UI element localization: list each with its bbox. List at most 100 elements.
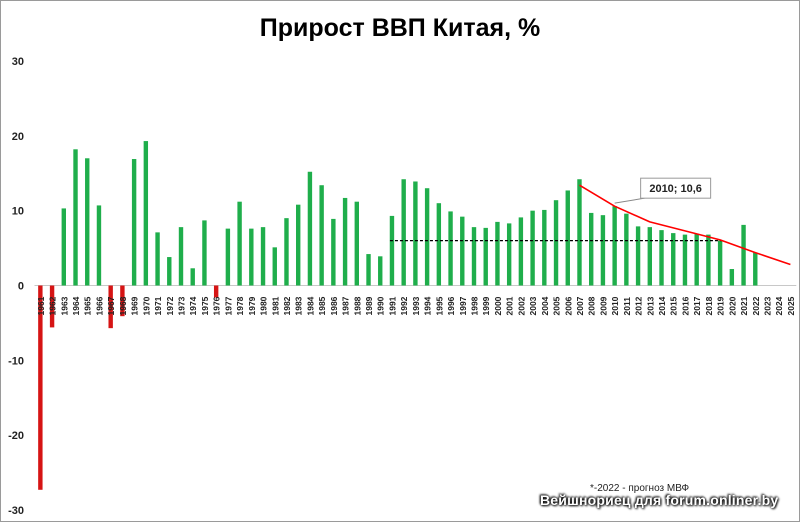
y-tick-label: -20 xyxy=(8,430,24,442)
x-tick-label: 2017 xyxy=(692,296,702,315)
x-tick-label: 1981 xyxy=(270,296,280,315)
y-tick-label: -10 xyxy=(8,355,24,367)
x-tick-label: 2012 xyxy=(634,296,644,315)
bar-positive xyxy=(436,203,442,286)
x-tick-label: 1986 xyxy=(329,296,339,315)
bar-positive xyxy=(307,171,313,286)
x-tick-label: 1983 xyxy=(294,296,304,315)
x-tick-label: 1992 xyxy=(399,296,409,315)
x-tick-label: 2014 xyxy=(657,296,667,315)
x-tick-label: 1989 xyxy=(364,296,374,315)
bar-positive xyxy=(178,227,184,286)
bar-positive xyxy=(589,212,594,286)
bar-positive xyxy=(202,220,207,286)
x-tick-label: 1963 xyxy=(59,296,69,315)
x-tick-label: 1967 xyxy=(106,296,116,315)
bar-positive xyxy=(73,149,78,286)
x-tick-label: 1994 xyxy=(423,296,433,315)
x-tick-label: 2006 xyxy=(563,296,573,315)
annotation-label: 2010; 10,6 xyxy=(649,183,702,195)
bar-positive xyxy=(612,206,617,286)
x-tick-label: 1974 xyxy=(188,296,198,315)
bar-positive xyxy=(331,218,336,286)
bar-positive xyxy=(413,181,418,286)
bar-positive xyxy=(647,227,652,286)
x-tick-label: 1985 xyxy=(317,296,327,315)
bar-positive xyxy=(131,159,137,286)
x-tick-label: 2013 xyxy=(645,296,655,315)
x-tick-label: 1964 xyxy=(71,296,81,315)
bar-negative xyxy=(213,285,219,298)
bar-positive xyxy=(155,232,160,286)
bar-positive xyxy=(717,240,723,286)
x-tick-label: 1998 xyxy=(470,296,480,315)
bar-positive xyxy=(96,205,102,286)
y-tick-label: -30 xyxy=(8,505,24,517)
x-tick-label: 1995 xyxy=(434,296,444,315)
bar-positive xyxy=(448,211,453,286)
bar-positive xyxy=(600,215,606,286)
trend-line xyxy=(579,184,791,266)
bar-positive xyxy=(659,230,664,286)
x-tick-label: 1961 xyxy=(36,296,46,315)
x-tick-label: 1969 xyxy=(130,296,140,315)
x-tick-label: 2008 xyxy=(587,296,597,315)
bar-positive xyxy=(249,228,254,286)
x-tick-label: 1997 xyxy=(458,296,468,315)
bar-positive xyxy=(671,233,676,286)
bar-positive xyxy=(624,213,629,286)
x-tick-label: 2018 xyxy=(704,296,714,315)
x-tick-label: 1973 xyxy=(177,296,187,315)
bar-positive xyxy=(354,201,359,286)
x-tick-label: 1996 xyxy=(446,296,456,315)
bar-positive xyxy=(401,179,406,286)
x-tick-label: 1971 xyxy=(153,296,163,315)
bar-positive xyxy=(260,227,266,286)
x-tick-label: 1993 xyxy=(411,296,421,315)
x-tick-label: 2002 xyxy=(516,296,526,315)
bar-positive xyxy=(506,223,512,286)
bar-positive xyxy=(296,204,301,286)
bar-positive xyxy=(682,234,688,286)
x-tick-label: 2019 xyxy=(716,296,726,315)
bar-positive xyxy=(741,224,746,286)
bar-positive xyxy=(237,201,242,286)
bar-positive xyxy=(518,217,524,286)
x-tick-label: 2005 xyxy=(552,296,562,315)
x-tick-label: 1988 xyxy=(352,296,362,315)
watermark: Вейшнориец для forum.onliner.by xyxy=(540,492,779,508)
x-tick-label: 2015 xyxy=(669,296,679,315)
bar-positive xyxy=(61,208,66,286)
bar-positive xyxy=(471,227,477,286)
x-tick-label: 1966 xyxy=(94,296,104,315)
x-tick-label: 2016 xyxy=(680,296,690,315)
x-tick-label: 1980 xyxy=(259,296,269,315)
x-tick-label: 2023 xyxy=(763,296,773,315)
x-tick-label: 1972 xyxy=(165,296,175,315)
x-tick-label: 2022 xyxy=(751,296,761,315)
bar-positive xyxy=(729,269,735,286)
x-tick-label: 1977 xyxy=(223,296,233,315)
x-tick-label: 2004 xyxy=(540,296,550,315)
bar-positive xyxy=(366,254,371,286)
x-tick-label: 2001 xyxy=(505,296,515,315)
bar-positive xyxy=(319,185,324,286)
x-tick-label: 2007 xyxy=(575,296,585,315)
bar-positive xyxy=(225,228,231,286)
x-tick-label: 1990 xyxy=(376,296,386,315)
bar-positive xyxy=(85,158,90,286)
bar-positive xyxy=(706,234,711,286)
x-tick-label: 1962 xyxy=(48,296,58,315)
bar-positive xyxy=(565,190,570,286)
bar-positive xyxy=(389,215,395,286)
x-tick-label: 2024 xyxy=(774,296,784,315)
x-tick-label: 1965 xyxy=(83,296,93,315)
x-tick-label: 2021 xyxy=(739,296,749,315)
x-tick-label: 1999 xyxy=(481,296,491,315)
x-tick-label: 1975 xyxy=(200,296,210,315)
bar-positive xyxy=(424,188,430,286)
bar-positive xyxy=(553,200,559,286)
x-tick-label: 1970 xyxy=(141,296,151,315)
bar-positive xyxy=(272,247,277,286)
